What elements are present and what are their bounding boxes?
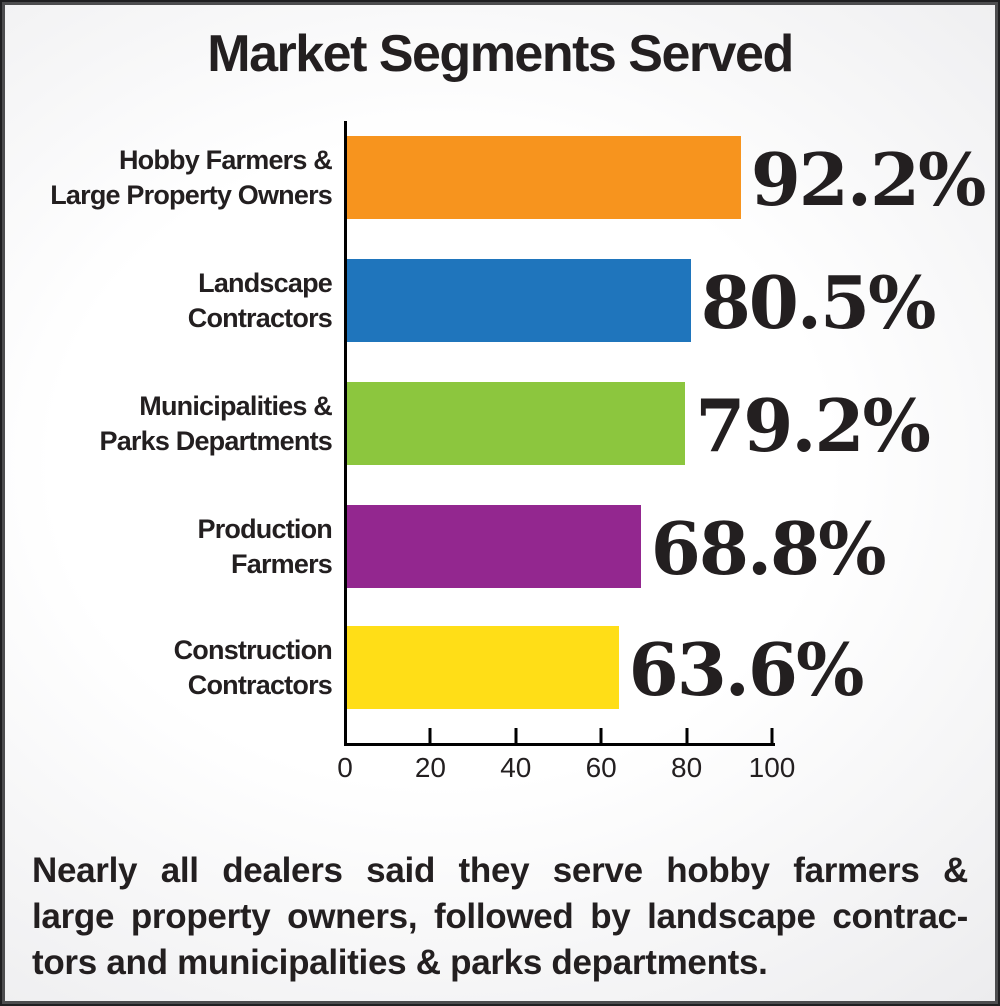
x-tick-label: 40 xyxy=(500,752,532,783)
bar xyxy=(347,505,641,588)
value-label: 79.2% xyxy=(695,382,931,468)
category-label-line: Farmers xyxy=(231,548,333,579)
category-label-line: Municipalities & xyxy=(139,390,333,421)
category-label: Production Farmers xyxy=(2,505,333,588)
x-tick-mark xyxy=(514,728,518,743)
value-label: 63.6% xyxy=(628,626,865,712)
bar xyxy=(347,382,686,465)
category-label-line: Large Property Owners xyxy=(50,179,333,210)
category-label: Municipalities & Parks Departments xyxy=(2,382,332,465)
category-label-line: Contractors xyxy=(187,302,333,333)
category-label: Hobby Farmers & Large Property Owners xyxy=(2,136,333,219)
x-tick-mark xyxy=(428,728,432,743)
x-tick-label: 60 xyxy=(585,752,617,783)
category-label-line: Landscape xyxy=(198,267,333,298)
x-tick-label: 80 xyxy=(671,752,703,783)
category-label: Construction Contractors xyxy=(2,626,333,709)
category-label-line: Parks Departments xyxy=(99,425,332,456)
category-label-line: Construction xyxy=(173,634,333,665)
x-axis-line xyxy=(344,743,775,746)
y-axis-line xyxy=(344,121,347,746)
x-tick-label: 100 xyxy=(748,752,796,783)
value-label: 80.5% xyxy=(700,259,937,345)
category-label-line: Hobby Farmers & xyxy=(118,144,333,175)
bar xyxy=(347,626,619,709)
bar-row: Hobby Farmers & Large Property Owners 92… xyxy=(2,136,998,222)
bar xyxy=(347,259,691,342)
category-label-line: Contractors xyxy=(187,669,333,700)
caption-line: large property owners, followed by lands… xyxy=(32,897,968,936)
bar-row: Construction Contractors 63.6% xyxy=(2,626,998,712)
value-label: 92.2% xyxy=(750,136,987,222)
x-tick-mark xyxy=(599,728,603,743)
category-label: Landscape Contractors xyxy=(2,259,333,342)
bar-row: Production Farmers 68.8% xyxy=(2,505,998,591)
caption-line: tors and municipalities & parks departme… xyxy=(32,943,768,982)
caption: Nearly all dealers said they serve hobby… xyxy=(32,848,968,986)
caption-line: Nearly all dealers said they serve hobby… xyxy=(32,851,968,890)
x-tick-label: 0 xyxy=(337,752,353,783)
bar-row: Municipalities & Parks Departments 79.2% xyxy=(2,382,998,468)
x-tick-label: 20 xyxy=(414,752,446,783)
x-tick-mark xyxy=(770,728,774,743)
category-label-line: Production xyxy=(197,513,333,544)
value-label: 68.8% xyxy=(650,505,887,591)
chart-title: Market Segments Served xyxy=(207,25,794,83)
bar-row: Landscape Contractors 80.5% xyxy=(2,259,998,345)
x-tick-mark xyxy=(685,728,689,743)
bar xyxy=(347,136,741,219)
